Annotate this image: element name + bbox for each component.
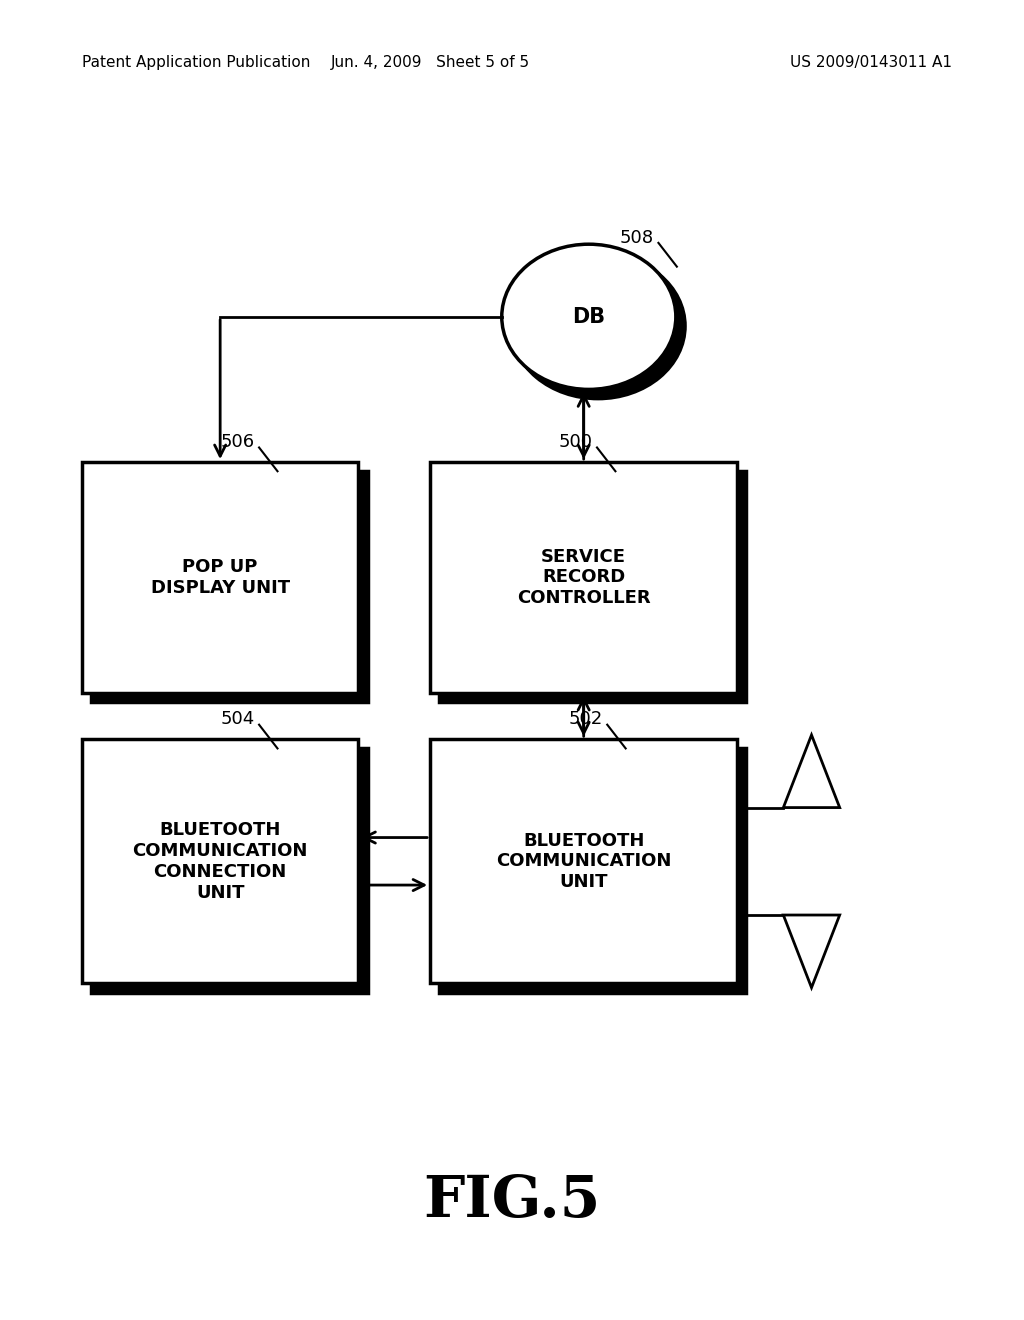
Text: 504: 504 [220,710,254,729]
Text: FIG.5: FIG.5 [423,1173,601,1229]
Text: 502: 502 [568,710,602,729]
Text: POP UP
DISPLAY UNIT: POP UP DISPLAY UNIT [151,558,290,597]
Bar [439,748,746,993]
Bar [91,471,368,702]
Text: Jun. 4, 2009   Sheet 5 of 5: Jun. 4, 2009 Sheet 5 of 5 [331,55,529,70]
Bar [430,739,737,983]
Text: 508: 508 [620,228,653,247]
Text: 506: 506 [220,433,254,451]
Text: US 2009/0143011 A1: US 2009/0143011 A1 [791,55,952,70]
Bar [430,462,737,693]
Text: Patent Application Publication: Patent Application Publication [82,55,310,70]
Ellipse shape [502,244,676,389]
Bar [91,748,368,993]
Text: 500: 500 [558,433,592,451]
Bar [439,471,746,702]
Text: BLUETOOTH
COMMUNICATION
CONNECTION
UNIT: BLUETOOTH COMMUNICATION CONNECTION UNIT [132,821,308,902]
Bar [82,462,358,693]
Bar [82,739,358,983]
Ellipse shape [511,253,685,399]
Text: BLUETOOTH
COMMUNICATION
UNIT: BLUETOOTH COMMUNICATION UNIT [496,832,672,891]
Text: DB: DB [572,306,605,327]
Text: SERVICE
RECORD
CONTROLLER: SERVICE RECORD CONTROLLER [517,548,650,607]
